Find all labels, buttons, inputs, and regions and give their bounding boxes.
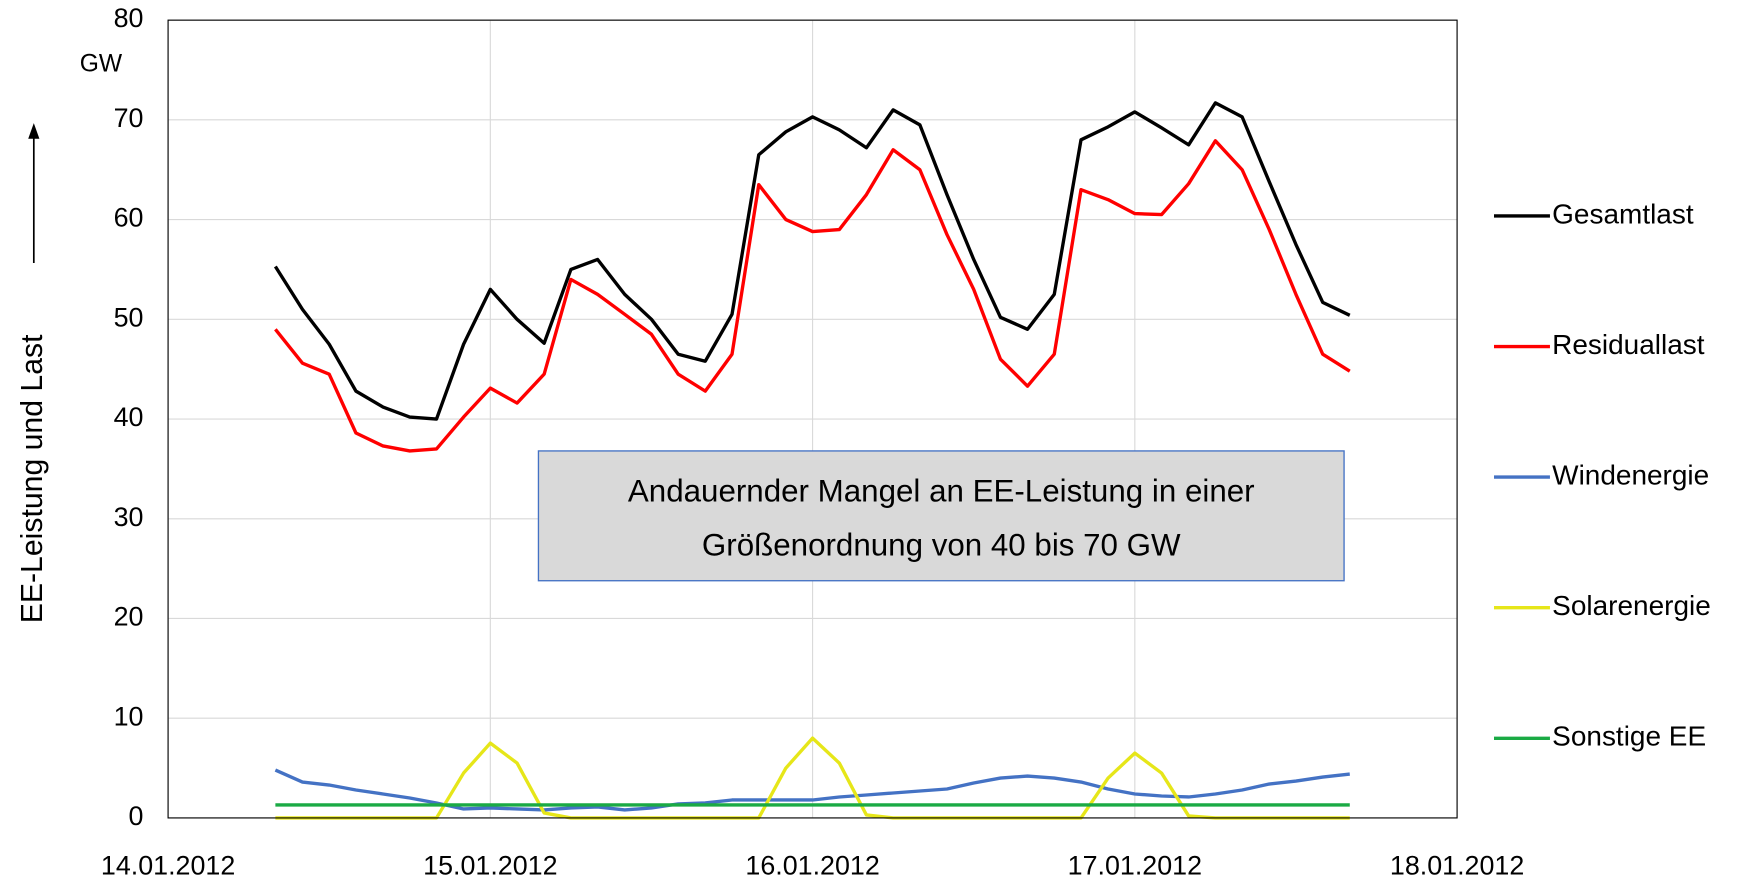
x-tick-label: 16.01.2012 <box>745 850 879 875</box>
y-axis-arrow-head <box>28 123 40 139</box>
x-tick-label: 17.01.2012 <box>1068 850 1202 875</box>
y-tick-label: 60 <box>114 203 144 233</box>
legend-label: Residuallast <box>1552 329 1705 360</box>
y-tick-label: 80 <box>114 3 144 33</box>
y-unit: GW <box>80 50 123 77</box>
grid <box>167 19 1458 819</box>
legend-label: Gesamtlast <box>1552 198 1694 229</box>
annotation-line: Andauernder Mangel an EE-Leistung in ein… <box>628 474 1255 509</box>
y-tick-label: 0 <box>129 801 144 831</box>
series-line <box>273 101 1351 421</box>
annotation-box <box>537 450 1345 582</box>
series-line <box>274 139 1351 453</box>
y-tick-label: 70 <box>114 103 144 133</box>
y-tick-label: 20 <box>114 602 144 632</box>
series-line <box>274 768 1350 812</box>
plot-lines <box>273 101 1351 820</box>
legend-label: Sonstige EE <box>1552 721 1706 752</box>
annotation-line: Größenordnung von 40 bis 70 GW <box>702 527 1181 562</box>
legend-label: Windenergie <box>1552 460 1709 491</box>
legend: Gesamtlast Residuallast Windenergie Solaren… <box>1494 198 1711 752</box>
y-tick-label: 50 <box>114 302 144 332</box>
legend-label: Solarenergie <box>1552 590 1711 621</box>
series-line <box>275 736 1350 820</box>
x-tick-label: 14.01.2012 <box>101 850 235 875</box>
x-tick-label: 15.01.2012 <box>423 850 557 875</box>
y-axis-title: EE-Leistung und Last <box>16 334 49 623</box>
y-tick-label: 10 <box>114 701 144 731</box>
y-tick-label: 40 <box>114 402 144 432</box>
plot-frame <box>167 19 1458 819</box>
y-tick-label: 30 <box>114 502 144 532</box>
x-tick-label: 18.01.2012 <box>1390 850 1524 875</box>
